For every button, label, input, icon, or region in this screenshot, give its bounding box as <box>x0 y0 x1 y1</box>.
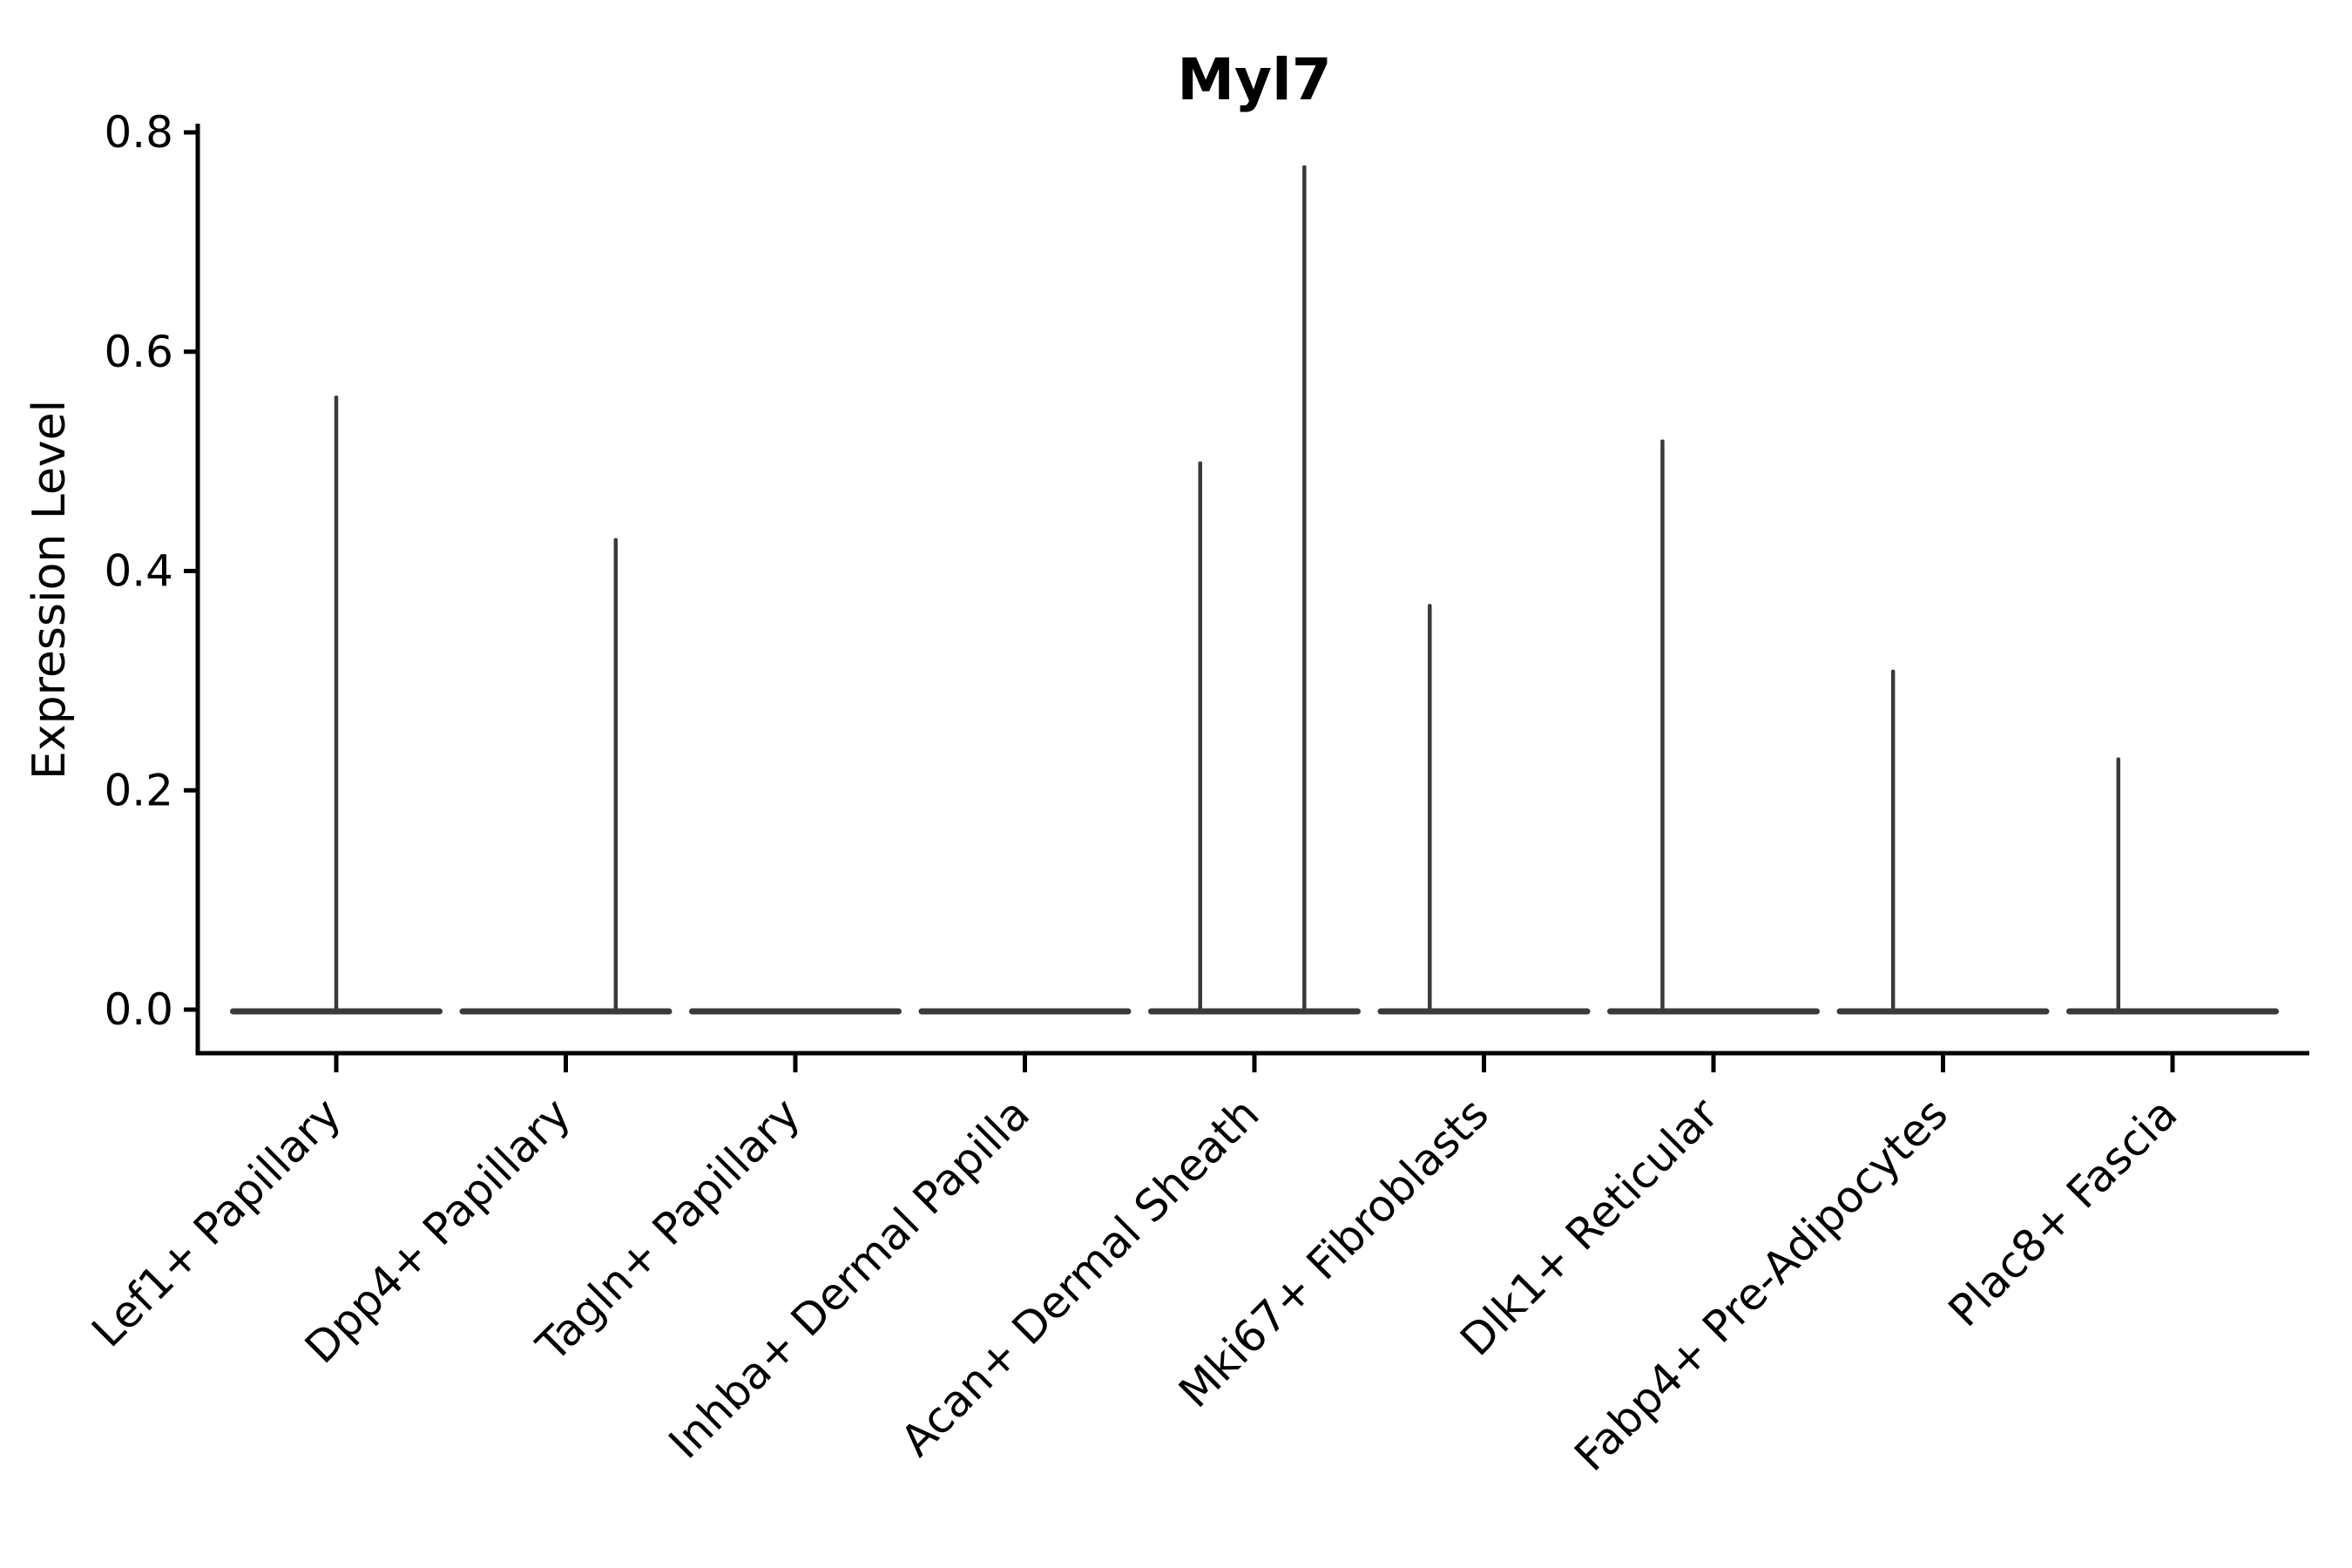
violin-spike <box>1660 439 1665 1015</box>
violin-spike <box>1428 604 1432 1015</box>
violin-body <box>1148 1008 1361 1015</box>
violin-spike <box>613 537 618 1015</box>
violin-body <box>1377 1008 1591 1015</box>
x-category-label: Plac8+ Fascia <box>1939 1088 2187 1336</box>
x-axis-ticks <box>334 1053 2175 1072</box>
violin-body <box>2066 1008 2279 1015</box>
y-tick-label: 0.6 <box>104 327 173 377</box>
y-tick-label: 0.2 <box>104 765 173 815</box>
violin-spike <box>334 395 339 1015</box>
violin-spike <box>1198 461 1203 1015</box>
y-axis-label: Expression Level <box>24 400 76 780</box>
y-axis-ticks: 0.0 0.2 0.4 0.6 0.8 <box>104 107 198 1035</box>
violin-body <box>230 1008 443 1015</box>
y-tick-label: 0.0 <box>104 984 173 1035</box>
violin-body <box>689 1008 902 1015</box>
axes <box>195 124 2309 1056</box>
y-tick-label: 0.4 <box>104 546 173 597</box>
x-category-label: Fabp4+ Pre-Adipocytes <box>1565 1088 1957 1481</box>
violin-body <box>1836 1008 2050 1015</box>
violin-spike <box>2116 757 2121 1015</box>
violin-spike <box>1302 165 1307 1015</box>
violin-series <box>230 165 2279 1015</box>
y-tick-label: 0.8 <box>104 107 173 158</box>
violin-body <box>1607 1008 1820 1015</box>
x-category-label: Lef1+ Papillary <box>82 1088 350 1356</box>
violin-body <box>918 1008 1132 1015</box>
violin-body <box>459 1008 672 1015</box>
violin-spike <box>1890 669 1896 1015</box>
chart-title: Myl7 <box>1177 46 1331 113</box>
